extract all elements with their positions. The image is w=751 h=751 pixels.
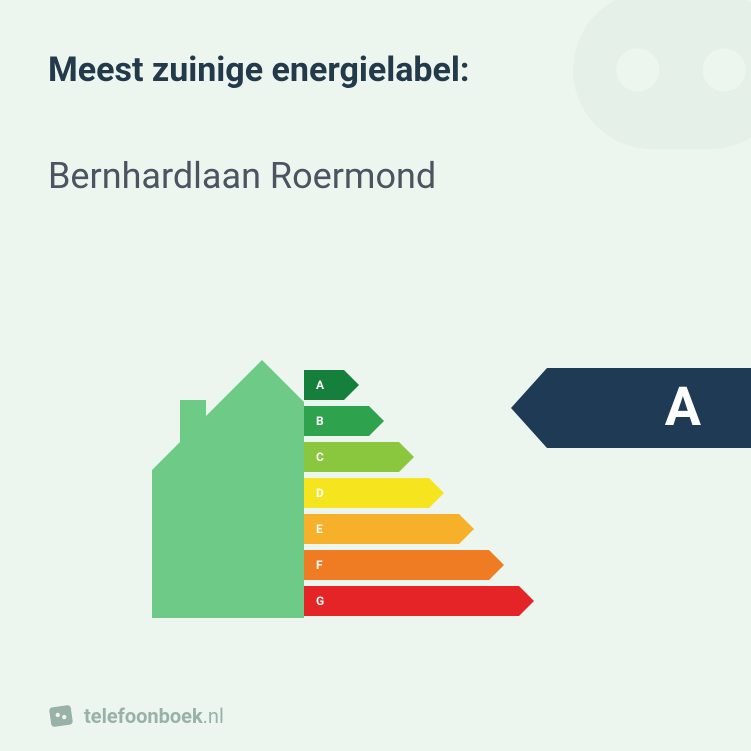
footer-brand-bold: telefoonboek xyxy=(84,704,203,728)
page-subtitle: Bernhardlaan Roermond xyxy=(48,155,436,197)
energy-bar-shape xyxy=(304,514,474,544)
page-title: Meest zuinige energielabel: xyxy=(48,50,470,90)
plug-watermark-icon xyxy=(501,0,751,250)
energy-bar-label: E xyxy=(316,514,323,544)
rating-badge-shape xyxy=(511,368,751,448)
house-icon xyxy=(152,360,304,618)
energy-bar-shape xyxy=(304,586,534,616)
energy-bar-label: A xyxy=(316,370,324,400)
rating-badge-letter: A xyxy=(665,368,701,448)
footer-brand: telefoonboek.nl xyxy=(84,704,224,728)
footer: telefoonboek.nl xyxy=(48,703,224,729)
footer-brand-tld: .nl xyxy=(203,704,224,728)
rating-badge: A xyxy=(511,368,751,448)
energy-bar-shape xyxy=(304,550,504,580)
energy-bar-shape xyxy=(304,370,359,400)
energy-bar-label: G xyxy=(316,586,324,616)
phonebook-icon xyxy=(48,703,74,729)
energy-bar-label: F xyxy=(316,550,323,580)
energy-bar-shape xyxy=(304,478,444,508)
energy-bar-label: B xyxy=(316,406,324,436)
energy-bar-label: C xyxy=(316,442,324,472)
energy-bar-label: D xyxy=(316,478,324,508)
